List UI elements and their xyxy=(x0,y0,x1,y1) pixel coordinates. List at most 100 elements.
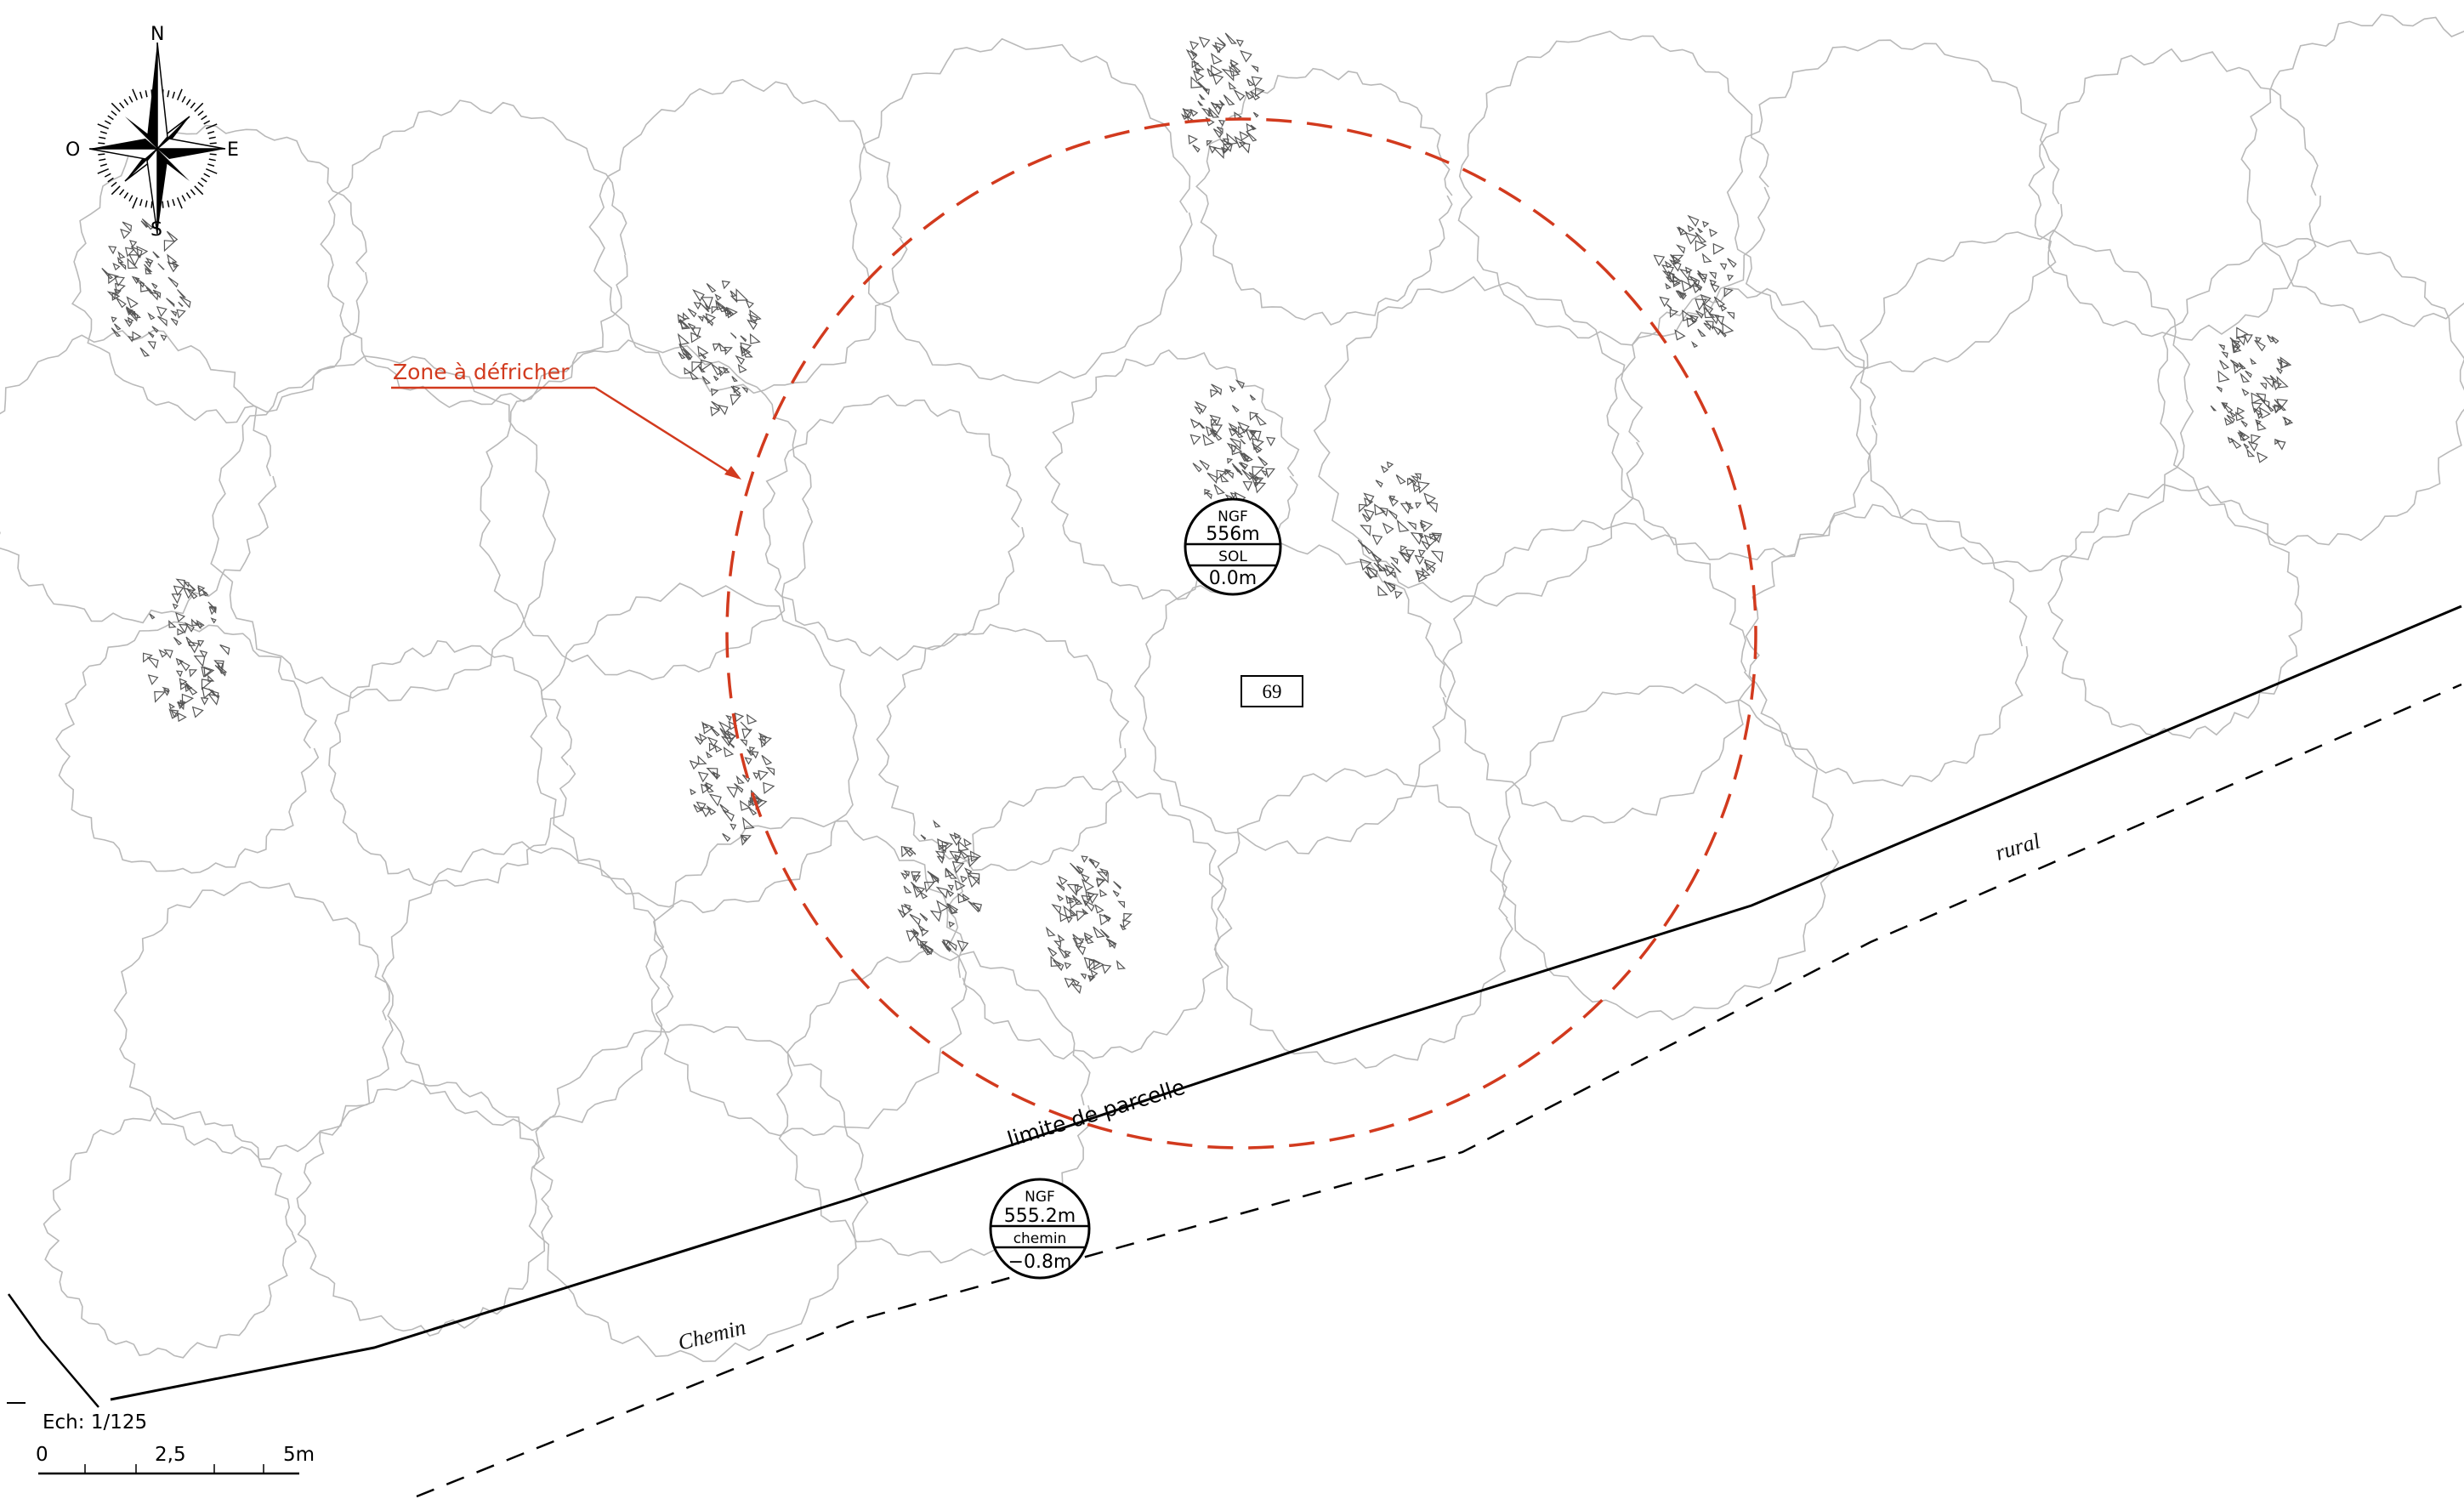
crown-hatch-mark xyxy=(2241,388,2250,396)
crown-hatch-mark xyxy=(735,775,745,785)
crown-hatch-mark xyxy=(2217,370,2230,383)
scale-bar: Ech: 1/125 0 2,5 5m xyxy=(7,1402,315,1475)
crown-hatch-mark xyxy=(2256,451,2268,463)
tree-crown-hatches xyxy=(101,32,2294,995)
marker-circle xyxy=(1184,497,1282,596)
crown-hatch-mark xyxy=(900,904,913,917)
crown-hatch-mark xyxy=(1188,134,1198,145)
crown-hatch-mark xyxy=(730,295,738,304)
crown-hatch-mark xyxy=(1386,461,1394,468)
crown-hatch-mark xyxy=(1070,862,1082,875)
crown-hatch-mark xyxy=(189,669,198,678)
crown-hatch-mark xyxy=(1218,99,1225,106)
crown-hatch-mark xyxy=(207,601,218,610)
crown-hatch-mark xyxy=(1194,400,1207,414)
crown-hatch-mark xyxy=(1252,438,1264,451)
compass-tick xyxy=(111,102,121,112)
crown-hatch-mark xyxy=(1199,459,1210,471)
crown-hatch-mark xyxy=(114,288,122,297)
crown-hatch-mark xyxy=(1080,872,1090,883)
crown-hatch-mark xyxy=(136,245,149,258)
crown-hatch-mark xyxy=(726,786,738,798)
crown-hatch-mark xyxy=(2221,351,2228,359)
crown-hatch-mark xyxy=(163,649,173,659)
crown-hatch-mark xyxy=(1096,871,1109,884)
crown-hatch-mark xyxy=(145,267,152,275)
compass-tick xyxy=(107,177,114,183)
crown-hatch-mark xyxy=(2255,419,2262,426)
compass-tick xyxy=(207,130,215,134)
crown-hatch-mark xyxy=(1420,540,1431,551)
crown-hatch-mark xyxy=(1238,425,1248,435)
crown-hatch-mark xyxy=(693,803,702,813)
compass-tick xyxy=(207,163,215,168)
crown-hatch-mark xyxy=(111,327,122,338)
crown-hatch-mark xyxy=(761,754,773,766)
crown-hatch-mark xyxy=(177,627,185,636)
crown-hatch-mark xyxy=(1219,473,1229,483)
crown-hatch-mark xyxy=(1415,502,1422,509)
crown-hatch-mark xyxy=(1063,905,1076,918)
compass-tick xyxy=(177,197,183,209)
crown-hatch-mark xyxy=(1395,474,1406,485)
crown-hatch-mark xyxy=(148,332,155,338)
crown-hatch-mark xyxy=(1364,571,1373,580)
crown-hatch-mark xyxy=(173,585,185,597)
tree-canopies xyxy=(0,14,2464,1363)
tree-canopy-outline xyxy=(43,1107,298,1359)
scale-ratio: Ech: 1/125 xyxy=(43,1411,147,1434)
crown-hatch-mark xyxy=(1218,119,1225,127)
crown-hatch-mark xyxy=(201,666,213,678)
crown-hatch-mark xyxy=(1722,322,1734,335)
crown-hatch-mark xyxy=(699,302,710,313)
crown-hatch-mark xyxy=(1687,214,1700,227)
crown-hatch-mark xyxy=(747,748,754,756)
crown-hatch-mark xyxy=(1417,571,1428,582)
crown-hatch-mark xyxy=(1681,279,1694,292)
crown-hatch-mark xyxy=(1221,146,1229,155)
scale-tick-0: 0 xyxy=(36,1444,48,1466)
crown-hatch-mark xyxy=(1231,405,1240,413)
crown-hatch-mark xyxy=(139,281,152,292)
crown-hatch-mark xyxy=(1423,534,1437,548)
crown-hatch-mark xyxy=(705,751,713,758)
crown-hatch-mark xyxy=(162,686,169,695)
crown-hatch-mark xyxy=(957,840,969,852)
crown-hatch-mark xyxy=(1239,131,1250,141)
crown-hatch-mark xyxy=(745,299,754,309)
crown-hatch-mark xyxy=(2234,412,2245,422)
crown-hatch-mark xyxy=(2266,405,2274,412)
crown-hatch-mark xyxy=(1068,897,1081,910)
crown-hatch-mark xyxy=(1112,889,1120,898)
crown-hatch-mark xyxy=(1229,491,1237,499)
crown-hatch-mark xyxy=(758,769,769,781)
compass-tick xyxy=(107,115,114,121)
road-edge-dashed-line xyxy=(416,683,2462,1498)
crown-hatch-mark xyxy=(730,823,737,831)
crown-hatch-mark xyxy=(106,291,116,300)
crown-hatch-mark xyxy=(114,282,126,294)
crown-hatch-mark xyxy=(132,331,142,341)
compass-tick xyxy=(194,185,204,196)
crown-hatch-mark xyxy=(1099,928,1110,939)
crown-hatch-mark xyxy=(149,613,156,620)
crown-hatch-mark xyxy=(118,261,127,270)
crown-hatch-mark xyxy=(1240,438,1246,445)
crown-hatch-mark xyxy=(747,314,758,324)
compass-tick xyxy=(99,130,107,134)
crown-hatch-mark xyxy=(1099,913,1111,926)
crown-hatch-mark xyxy=(1421,566,1431,576)
compass-tick xyxy=(206,123,218,129)
crown-hatch-mark xyxy=(1224,32,1237,44)
crown-hatch-mark xyxy=(1189,434,1201,446)
crown-hatch-mark xyxy=(1246,130,1258,142)
crown-hatch-mark xyxy=(117,251,126,259)
crown-hatch-mark xyxy=(2226,414,2235,424)
crown-hatch-mark xyxy=(690,332,702,344)
crown-hatch-mark xyxy=(740,739,748,747)
crown-hatch-mark xyxy=(1414,554,1425,565)
crown-hatch-mark xyxy=(946,889,955,898)
compass-tick xyxy=(190,189,196,196)
compass-tick xyxy=(181,195,186,202)
